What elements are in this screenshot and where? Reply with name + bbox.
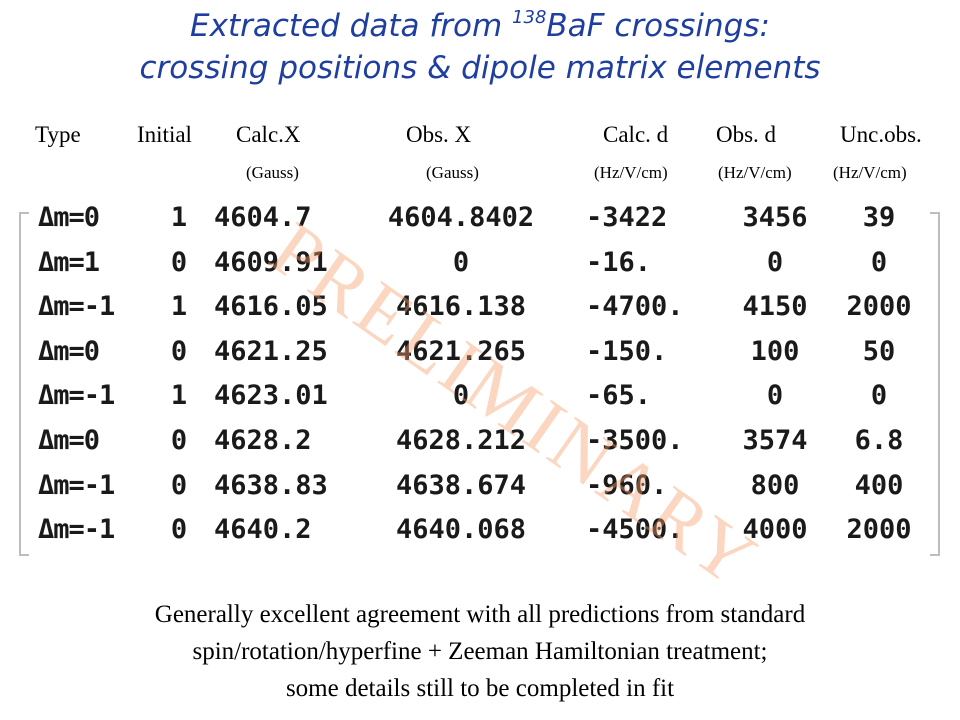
cell-type: Δm=-1: [38, 514, 115, 545]
cell-calc-x: 4623.01: [214, 380, 328, 411]
cell-calc-d: -16.: [586, 247, 652, 278]
cell-calc-x: 4621.25: [214, 336, 328, 367]
cell-obs-x: 4621.265: [395, 336, 527, 367]
table-row: Δm=0 0 4621.25 4621.265 -150. 100 50: [38, 332, 924, 372]
cell-obs-x: 4604.8402: [387, 202, 535, 233]
unit-unc-obs: (Hz/V/cm): [833, 163, 907, 182]
header-obs-x: Obs. X: [406, 122, 472, 147]
header-calc-x: Calc.X: [236, 122, 301, 147]
cell-type: Δm=0: [38, 425, 100, 456]
cell-type: Δm=-1: [38, 470, 115, 501]
cell-obs-x: 4628.212: [395, 425, 527, 456]
cell-calc-x: 4609.91: [214, 247, 328, 278]
cell-calc-d: -3500.: [586, 425, 684, 456]
table-row: Δm=0 1 4604.7 4604.8402 -3422 3456 39: [38, 198, 924, 238]
cell-obs-x: 0: [452, 247, 470, 278]
cell-type: Δm=0: [38, 336, 100, 367]
cell-unc-obs: 0: [870, 247, 888, 278]
unit-obs-d: (Hz/V/cm): [718, 163, 792, 182]
title-line-1: Extracted data from 138BaF crossings:: [0, 6, 960, 44]
cell-unc-obs: 400: [854, 470, 904, 501]
data-matrix: Δm=0 1 4604.7 4604.8402 -3422 3456 39 Δm…: [38, 198, 924, 556]
table-row: Δm=-1 0 4640.2 4640.068 -4500. 4000 2000: [38, 510, 924, 550]
cell-unc-obs: 0: [870, 380, 888, 411]
title-text-after: BaF crossings:: [546, 8, 770, 44]
cell-calc-d: -3422: [586, 202, 668, 233]
cell-unc-obs: 2000: [846, 291, 912, 322]
cell-calc-x: 4604.7: [214, 202, 312, 233]
cell-unc-obs: 50: [862, 336, 896, 367]
cell-obs-x: 4638.674: [395, 470, 527, 501]
header-obs-d: Obs. d: [716, 122, 777, 147]
cell-calc-d: -150.: [586, 336, 668, 367]
cell-initial: 0: [170, 470, 188, 501]
cell-obs-d: 4000: [742, 514, 808, 545]
cell-obs-x: 4616.138: [395, 291, 527, 322]
title-superscript: 138: [512, 6, 547, 28]
cell-obs-x: 4640.068: [395, 514, 527, 545]
cell-initial: 0: [170, 514, 188, 545]
title-text-before: Extracted data from: [190, 8, 513, 44]
cell-obs-x: 0: [452, 380, 470, 411]
cell-initial: 1: [170, 291, 188, 322]
header-calc-d: Calc. d: [603, 122, 669, 147]
cell-initial: 0: [170, 425, 188, 456]
cell-calc-x: 4640.2: [214, 514, 312, 545]
cell-type: Δm=0: [38, 202, 100, 233]
cell-initial: 0: [170, 247, 188, 278]
cell-obs-d: 4150: [742, 291, 808, 322]
header-initial: Initial: [137, 122, 192, 147]
cell-calc-x: 4628.2: [214, 425, 312, 456]
unit-calc-x: (Gauss): [246, 163, 299, 182]
cell-obs-d: 100: [750, 336, 800, 367]
table-row: Δm=0 0 4628.2 4628.212 -3500. 3574 6.8: [38, 421, 924, 461]
cell-calc-d: -4700.: [586, 291, 684, 322]
header-type: Type: [35, 122, 81, 147]
cell-initial: 1: [170, 380, 188, 411]
cell-unc-obs: 39: [862, 202, 896, 233]
cell-obs-d: 0: [766, 380, 784, 411]
cell-initial: 0: [170, 336, 188, 367]
cell-calc-x: 4638.83: [214, 470, 328, 501]
caption-line-2: spin/rotation/hyperfine + Zeeman Hamilto…: [192, 638, 768, 665]
cell-type: Δm=-1: [38, 380, 115, 411]
cell-calc-x: 4616.05: [214, 291, 328, 322]
header-unc-obs: Unc.obs.: [840, 122, 922, 147]
cell-calc-d: -960.: [586, 470, 668, 501]
table-row: Δm=-1 1 4623.01 0 -65. 0 0: [38, 376, 924, 416]
title-line-2: crossing positions & dipole matrix eleme…: [139, 50, 821, 86]
cell-unc-obs: 6.8: [854, 425, 904, 456]
cell-type: Δm=-1: [38, 291, 115, 322]
cell-calc-d: -65.: [586, 380, 652, 411]
cell-obs-d: 3574: [742, 425, 808, 456]
matrix-right-bracket: [930, 212, 940, 556]
cell-unc-obs: 2000: [846, 514, 912, 545]
cell-obs-d: 0: [766, 247, 784, 278]
cell-calc-d: -4500.: [586, 514, 684, 545]
caption-line-3: some details still to be completed in fi…: [285, 675, 675, 702]
table-row: Δm=-1 0 4638.83 4638.674 -960. 800 400: [38, 466, 924, 506]
table-row: Δm=1 0 4609.91 0 -16. 0 0: [38, 243, 924, 283]
matrix-left-bracket: [19, 212, 29, 556]
cell-obs-d: 3456: [742, 202, 808, 233]
caption-line-1: Generally excellent agreement with all p…: [154, 601, 806, 628]
table-row: Δm=-1 1 4616.05 4616.138 -4700. 4150 200…: [38, 287, 924, 327]
unit-calc-d: (Hz/V/cm): [594, 163, 668, 182]
cell-initial: 1: [170, 202, 188, 233]
cell-type: Δm=1: [38, 247, 100, 278]
cell-obs-d: 800: [750, 470, 800, 501]
unit-obs-x: (Gauss): [426, 163, 479, 182]
